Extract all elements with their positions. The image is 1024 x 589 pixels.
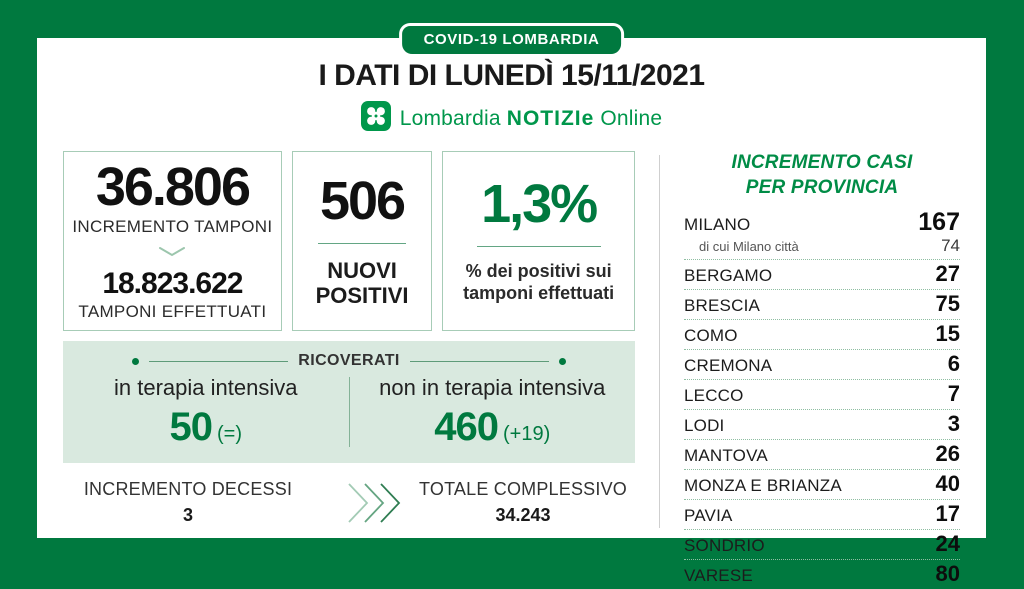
province-heading: INCREMENTO CASI PER PROVINCIA xyxy=(731,152,913,198)
panel-nuovi-positivi: 506 NUOVI POSITIVI xyxy=(291,151,433,331)
logo-text: Lombardia NOTIZIe Online xyxy=(400,107,663,131)
province-name: VARESE xyxy=(684,565,753,585)
bullet-icon xyxy=(559,357,567,365)
chevron-down-icon xyxy=(158,244,186,262)
province-name: MONZA E BRIANZA xyxy=(684,475,842,495)
covid-badge: COVID-19 LOMBARDIA xyxy=(401,26,622,54)
province-row: BERGAMO 27 xyxy=(684,260,960,290)
province-row: MILANO 167 di cui Milano città 74 xyxy=(684,207,960,260)
nuovi-positivi-value: 506 xyxy=(319,170,406,231)
incremento-decessi-label: INCREMENTO DECESSI xyxy=(83,479,293,499)
province-name: MILANO xyxy=(684,215,751,235)
logo-notizie: NOTIZIe xyxy=(506,106,595,130)
panel-tamponi: 36.806 INCREMENTO TAMPONI 18.823.622 TAM… xyxy=(63,151,282,331)
totale-complessivo-label: TOTALE COMPLESSIVO xyxy=(419,479,627,499)
province-list: MILANO 167 di cui Milano città 74 BERGAMO 27 B… xyxy=(684,207,960,588)
province-value: 80 xyxy=(935,560,960,586)
non-terapia-intensiva-delta: (+19) xyxy=(503,423,551,445)
bottom-row: INCREMENTO DECESSI 3 TOTALE COMPLESSIVO … xyxy=(63,479,635,526)
logo-lombardia: Lombardia xyxy=(399,106,501,130)
infographic-root: { "badge": "COVID-19 LOMBARDIA", "title"… xyxy=(37,26,986,585)
totale-complessivo-value: 34.243 xyxy=(495,505,551,525)
province-row: LODI 3 xyxy=(684,410,960,440)
province-value: 167 xyxy=(918,208,960,237)
panel-percentuale: 1,3% % dei positivi sui tamponi effettua… xyxy=(442,151,635,331)
non-terapia-intensiva-label: non in terapia intensiva xyxy=(379,375,606,400)
province-name: COMO xyxy=(684,325,738,345)
ricoverati-header: RICOVERATI xyxy=(131,352,567,370)
column-divider xyxy=(348,377,350,447)
incremento-decessi-value: 3 xyxy=(182,505,193,525)
province-name: MANTOVA xyxy=(684,445,768,465)
main-area: 36.806 INCREMENTO TAMPONI 18.823.622 TAM… xyxy=(37,136,986,585)
chevrons-right-icon xyxy=(341,481,411,525)
province-value: 17 xyxy=(935,500,960,526)
terapia-intensiva-value: 50 xyxy=(169,405,213,449)
ricoverati-band: RICOVERATI in terapia intensiva 50 (=) no… xyxy=(63,341,635,463)
province-sub-name: di cui Milano città xyxy=(699,238,799,254)
province-name: LODI xyxy=(684,415,725,435)
terapia-intensiva-delta: (=) xyxy=(217,423,242,445)
province-sub-value: 74 xyxy=(941,235,960,255)
province-subrow: di cui Milano città 74 xyxy=(684,236,960,256)
ricoverati-columns: in terapia intensiva 50 (=) non in terapi… xyxy=(63,375,635,453)
province-value: 6 xyxy=(947,350,960,376)
province-value: 15 xyxy=(935,320,960,346)
terapia-intensiva-label: in terapia intensiva xyxy=(114,375,298,400)
province-name: CREMONA xyxy=(684,355,773,375)
nuovi-positivi-label: NUOVI POSITIVI xyxy=(315,257,409,308)
non-terapia-intensiva: non in terapia intensiva 460 (+19) xyxy=(350,375,636,453)
province-value: 27 xyxy=(935,260,960,286)
rule-line xyxy=(409,360,550,362)
content-card: COVID-19 LOMBARDIA I DATI DI LUNEDÌ 15/1… xyxy=(37,26,986,585)
rule-line xyxy=(148,360,289,362)
province-value: 3 xyxy=(947,410,960,436)
province-row: PAVIA 17 xyxy=(684,500,960,530)
province-name: PAVIA xyxy=(684,505,733,525)
tamponi-totali-value: 18.823.622 xyxy=(102,266,243,300)
province-row: CREMONA 6 xyxy=(684,350,960,380)
province-name: SONDRIO xyxy=(684,535,765,555)
province-value: 40 xyxy=(935,470,960,496)
province-name: BRESCIA xyxy=(684,295,761,315)
province-value: 24 xyxy=(935,530,960,556)
logo-online: Online xyxy=(600,106,663,130)
province-column: INCREMENTO CASI PER PROVINCIA MILANO 167 d… xyxy=(660,151,960,585)
province-name: BERGAMO xyxy=(684,265,773,285)
non-terapia-intensiva-value: 460 xyxy=(434,405,499,449)
stat-panels: 36.806 INCREMENTO TAMPONI 18.823.622 TAM… xyxy=(63,151,635,331)
page-title: I DATI DI LUNEDÌ 15/11/2021 xyxy=(318,59,705,92)
stats-column: 36.806 INCREMENTO TAMPONI 18.823.622 TAM… xyxy=(63,151,635,528)
vertical-divider xyxy=(659,155,660,528)
rosa-camuna-icon xyxy=(360,101,391,136)
ricoverati-title: RICOVERATI xyxy=(298,352,400,369)
province-row: MANTOVA 26 xyxy=(684,440,960,470)
province-value: 75 xyxy=(935,290,960,316)
header: I DATI DI LUNEDÌ 15/11/2021 Lombardia NO… xyxy=(37,38,986,136)
province-row: BRESCIA 75 xyxy=(684,290,960,320)
logo: Lombardia NOTIZIe Online xyxy=(37,101,986,136)
province-row: SONDRIO 24 xyxy=(684,530,960,560)
province-value: 7 xyxy=(947,380,960,406)
incremento-decessi: INCREMENTO DECESSI 3 xyxy=(63,479,313,526)
percentuale-value: 1,3% xyxy=(481,174,598,235)
province-row: VARESE 80 xyxy=(684,560,960,589)
province-name: LECCO xyxy=(684,385,744,405)
province-row: LECCO 7 xyxy=(684,380,960,410)
tamponi-totali-label: TAMPONI EFFETTUATI xyxy=(78,302,267,322)
separator-line xyxy=(476,246,601,248)
percentuale-label: % dei positivi sui tamponi effettuati xyxy=(463,261,615,303)
bullet-icon xyxy=(131,357,139,365)
province-row: MONZA E BRIANZA 40 xyxy=(684,470,960,500)
incremento-tamponi-value: 36.806 xyxy=(95,156,251,217)
province-value: 26 xyxy=(935,440,960,466)
totale-complessivo: TOTALE COMPLESSIVO 34.243 xyxy=(411,479,635,526)
incremento-tamponi-label: INCREMENTO TAMPONI xyxy=(72,216,273,236)
terapia-intensiva: in terapia intensiva 50 (=) xyxy=(63,375,349,453)
province-row: COMO 15 xyxy=(684,320,960,350)
separator-line xyxy=(317,242,407,244)
